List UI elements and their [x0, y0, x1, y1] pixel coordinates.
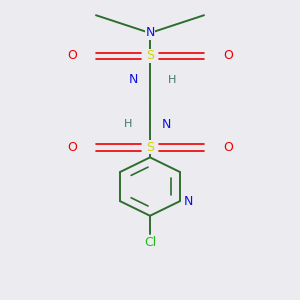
- Text: O: O: [223, 141, 233, 154]
- Text: O: O: [67, 49, 77, 62]
- Text: N: N: [129, 74, 138, 86]
- Text: O: O: [223, 49, 233, 62]
- Text: Cl: Cl: [144, 236, 156, 249]
- Text: S: S: [146, 49, 154, 62]
- Text: H: H: [124, 119, 132, 129]
- Text: N: N: [145, 26, 155, 40]
- Text: H: H: [168, 75, 176, 85]
- Text: O: O: [67, 141, 77, 154]
- Text: N: N: [184, 195, 194, 208]
- Text: N: N: [162, 118, 171, 131]
- Text: S: S: [146, 141, 154, 154]
